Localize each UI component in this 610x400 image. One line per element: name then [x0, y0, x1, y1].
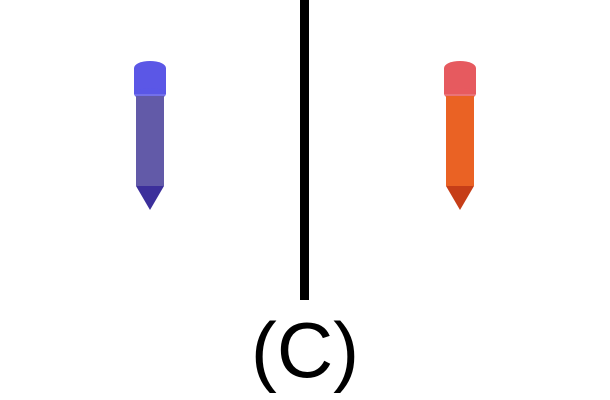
- orange-crayon-icon: [444, 61, 476, 210]
- panel-label: (C): [250, 306, 360, 394]
- blue-crayon-icon: [134, 61, 166, 210]
- divider-line: [300, 0, 309, 300]
